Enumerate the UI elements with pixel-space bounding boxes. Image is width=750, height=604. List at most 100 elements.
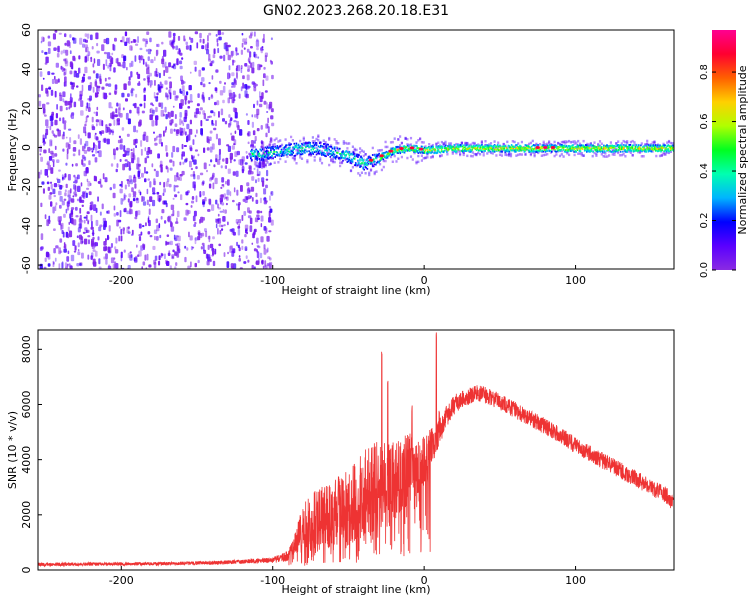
heatmap-signal-cell — [315, 142, 318, 144]
heatmap-signal-cell — [466, 144, 468, 146]
heatmap-noise-cell — [77, 174, 80, 180]
heatmap-noise-cell — [190, 174, 194, 177]
heatmap-halo-cell — [406, 143, 409, 146]
heatmap-signal-cell — [275, 151, 277, 153]
heatmap-halo-cell — [266, 161, 269, 164]
heatmap-noise-cell — [206, 260, 210, 266]
heatmap-signal-cell — [405, 146, 408, 148]
heatmap-signal-cell — [360, 162, 362, 165]
heatmap-signal-cell — [544, 149, 547, 151]
heatmap-signal-cell — [572, 144, 574, 146]
heatmap-noise-cell — [95, 111, 98, 117]
heatmap-signal-cell — [384, 151, 387, 154]
heatmap-noise-cell — [118, 235, 120, 242]
heatmap-signal-cell — [667, 144, 670, 146]
heatmap-signal-cell — [250, 155, 252, 158]
heatmap-noise-cell — [256, 47, 259, 51]
heatmap-signal-cell — [448, 145, 450, 148]
heatmap-halo-cell — [355, 164, 358, 168]
heatmap-signal-cell — [336, 147, 339, 150]
heatmap-halo-cell — [569, 141, 572, 144]
heatmap-halo-cell — [391, 140, 394, 144]
heatmap-signal-cell — [452, 147, 455, 150]
heatmap-signal-cell — [438, 151, 441, 153]
heatmap-signal-cell — [268, 157, 270, 160]
heatmap-halo-cell — [384, 145, 387, 149]
heatmap-signal-cell — [633, 147, 636, 150]
heatmap-halo-cell — [575, 146, 578, 150]
heatmap-signal-cell — [475, 149, 478, 151]
heatmap-signal-cell — [378, 161, 380, 164]
heatmap-signal-cell — [294, 154, 297, 157]
heatmap-signal-cell — [613, 146, 616, 148]
heatmap-noise-cell — [64, 120, 67, 124]
heatmap-noise-cell — [255, 179, 257, 184]
heatmap-noise-cell — [74, 185, 77, 192]
heatmap-noise-cell — [258, 171, 261, 176]
heatmap-noise-cell — [209, 243, 214, 249]
heatmap-noise-cell — [251, 242, 254, 245]
heatmap-signal-cell — [560, 144, 563, 146]
heatmap-noise-cell — [200, 81, 203, 86]
heatmap-halo-cell — [662, 153, 665, 156]
heatmap-signal-cell — [628, 149, 630, 151]
heatmap-noise-cell — [86, 178, 89, 182]
heatmap-signal-cell — [586, 149, 588, 152]
heatmap-signal-cell — [569, 146, 571, 148]
heatmap-halo-cell — [253, 145, 256, 149]
heatmap-signal-cell — [306, 142, 308, 145]
heatmap-noise-cell — [251, 121, 254, 128]
heatmap-signal-cell — [296, 151, 299, 154]
heatmap-signal-cell — [295, 144, 298, 147]
heatmap-noise-cell — [40, 233, 44, 240]
heatmap-signal-cell — [278, 145, 281, 148]
heatmap-signal-cell — [615, 150, 618, 153]
heatmap-noise-cell — [94, 241, 96, 248]
heatmap-noise-cell — [139, 59, 141, 64]
heatmap-signal-cell — [440, 146, 443, 148]
heatmap-halo-cell — [533, 153, 536, 156]
heatmap-noise-cell — [234, 112, 238, 119]
heatmap-noise-cell — [187, 106, 191, 109]
heatmap-noise-cell — [109, 64, 112, 72]
heatmap-signal-cell — [351, 159, 354, 161]
heatmap-signal-cell — [350, 152, 353, 155]
heatmap-noise-cell — [142, 201, 147, 206]
heatmap-noise-cell — [102, 217, 106, 222]
heatmap-halo-cell — [326, 146, 329, 149]
heatmap-noise-cell — [202, 201, 206, 205]
heatmap-noise-cell — [44, 257, 47, 262]
heatmap-noise-cell — [239, 129, 243, 136]
heatmap-noise-cell — [38, 100, 42, 107]
heatmap-noise-cell — [73, 174, 76, 178]
heatmap-noise-cell — [112, 263, 115, 269]
heatmap-signal-cell — [469, 151, 471, 153]
heatmap-noise-cell — [196, 103, 200, 107]
heatmap-signal-cell — [379, 159, 381, 162]
heatmap-noise-cell — [97, 140, 101, 143]
heatmap-noise-cell — [66, 263, 69, 267]
heatmap-noise-cell — [145, 135, 149, 143]
heatmap-noise-cell — [270, 108, 274, 113]
heatmap-signal-cell — [565, 145, 568, 147]
heatmap-noise-cell — [163, 49, 167, 57]
heatmap-noise-cell — [237, 125, 240, 131]
heatmap-signal-cell — [252, 153, 254, 155]
heatmap-noise-cell — [235, 67, 238, 72]
heatmap-noise-cell — [174, 266, 177, 269]
heatmap-signal-cell — [515, 147, 517, 150]
heatmap-signal-cell — [300, 142, 303, 145]
heatmap-noise-cell — [213, 164, 216, 168]
heatmap-noise-cell — [245, 84, 248, 91]
heatmap-halo-cell — [404, 137, 407, 140]
snr-y-tick-label: 2000 — [20, 501, 33, 529]
heatmap-signal-cell — [672, 149, 674, 152]
heatmap-signal-cell — [559, 144, 562, 147]
heatmap-noise-cell — [266, 123, 269, 129]
heatmap-signal-cell — [652, 145, 655, 148]
heatmap-signal-cell — [615, 145, 618, 148]
heatmap-noise-cell — [138, 55, 141, 61]
heatmap-signal-cell — [439, 147, 442, 149]
heatmap-signal-cell — [347, 159, 350, 162]
